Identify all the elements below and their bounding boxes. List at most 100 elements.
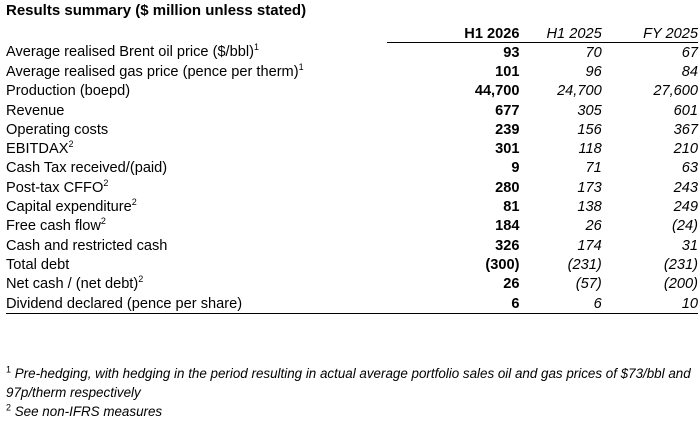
table-row: Cash and restricted cash 326 174 31	[6, 236, 698, 255]
value-h1-2026: 44,700	[474, 83, 520, 100]
value-h1-2025: 156	[577, 121, 602, 138]
footnote-reference: 2	[131, 197, 137, 208]
value-fy-2025: 67	[681, 44, 698, 61]
table-body: Average realised Brent oil price ($/bbl)…	[6, 43, 698, 315]
footnote-reference: 1	[298, 62, 304, 73]
table-title: Results summary ($ million unless stated…	[6, 2, 307, 19]
value-h1-2025: 118	[578, 141, 602, 158]
footnote-2-marker: 2	[6, 402, 12, 413]
value-h1-2026: 81	[503, 199, 520, 216]
row-label: Operating costs	[6, 120, 387, 139]
value-fy-2025: (24)	[672, 218, 698, 235]
row-label-text: EBITDAX	[6, 141, 69, 158]
row-label-text: Dividend declared (pence per share)	[6, 295, 243, 312]
value-h1-2025: 26	[585, 218, 602, 235]
footnote-reference: 1	[253, 42, 259, 53]
value-fy-2025: 243	[673, 179, 698, 196]
footnote-1: 1 Pre-hedging, with hedging in the perio…	[6, 364, 696, 402]
footnote-1-text: Pre-hedging, with hedging in the period …	[6, 366, 691, 400]
table-row: Net cash / (net debt)2 26 (57) (200)	[6, 275, 698, 294]
value-h1-2026: 184	[495, 218, 520, 235]
row-label-text: Free cash flow	[6, 218, 101, 235]
table-row: Cash Tax received/(paid) 9 71 63	[6, 159, 698, 178]
row-label: Net cash / (net debt)2	[6, 275, 387, 294]
value-fy-2025: 367	[673, 121, 698, 138]
footnote-2-text: See non-IFRS measures	[14, 404, 163, 419]
value-h1-2025: 305	[577, 102, 602, 119]
row-label: Cash and restricted cash	[6, 236, 387, 255]
table-row: Free cash flow2 184 26 (24)	[6, 217, 698, 236]
row-label-text: Revenue	[6, 102, 65, 119]
footnote-1-marker: 1	[6, 364, 12, 375]
row-label-text: Operating costs	[6, 121, 109, 138]
row-label: Average realised Brent oil price ($/bbl)…	[6, 43, 387, 63]
table-row: Production (boepd) 44,700 24,700 27,600	[6, 82, 698, 101]
value-h1-2025: 70	[585, 44, 602, 61]
value-h1-2026: 280	[495, 179, 520, 196]
column-header-h1-2025: H1 2025	[519, 22, 602, 43]
row-label: Post-tax CFFO2	[6, 178, 387, 197]
table-header-row: H1 2026 H1 2025 FY 2025	[6, 22, 698, 43]
value-h1-2026: 26	[503, 276, 520, 293]
footnote-reference: 2	[103, 177, 109, 188]
table-row: Post-tax CFFO2 280 173 243	[6, 178, 698, 197]
table-row: Total debt (300) (231) (231)	[6, 255, 698, 274]
value-fy-2025: (231)	[663, 256, 698, 273]
row-label-text: Average realised Brent oil price ($/bbl)	[6, 44, 254, 61]
row-label-text: Total debt	[6, 256, 70, 273]
value-h1-2026: 239	[495, 121, 520, 138]
value-fy-2025: 63	[681, 160, 698, 177]
value-fy-2025: 10	[601, 293, 698, 315]
row-label-text: Net cash / (net debt)	[6, 276, 139, 293]
value-fy-2025: 210	[673, 141, 698, 158]
footnote-reference: 2	[68, 139, 74, 150]
table-row: Average realised Brent oil price ($/bbl)…	[6, 43, 698, 63]
row-label: Average realised gas price (pence per th…	[6, 62, 387, 81]
value-h1-2025: 71	[585, 160, 602, 177]
row-label: Production (boepd)	[6, 82, 387, 101]
row-label-text: Capital expenditure	[6, 199, 132, 216]
table-row: Dividend declared (pence per share) 6 6 10	[6, 293, 698, 315]
table-row: Operating costs 239 156 367	[6, 120, 698, 139]
footnotes: 1 Pre-hedging, with hedging in the perio…	[6, 364, 696, 421]
value-h1-2026: 9	[511, 160, 520, 177]
row-label: Cash Tax received/(paid)	[6, 159, 387, 178]
results-table: H1 2026 H1 2025 FY 2025 Average realised…	[6, 22, 698, 315]
value-h1-2026: 326	[495, 237, 520, 254]
table-row: Revenue 677 305 601	[6, 101, 698, 120]
row-label: Dividend declared (pence per share)	[6, 293, 388, 315]
row-label: Capital expenditure2	[6, 197, 387, 216]
value-fy-2025: 27,600	[653, 83, 698, 100]
value-h1-2025: (57)	[575, 276, 602, 293]
row-label-text: Production (boepd)	[6, 83, 131, 100]
value-h1-2025: 6	[519, 293, 602, 315]
row-label: Revenue	[6, 101, 387, 120]
value-h1-2025: 173	[577, 179, 602, 196]
value-h1-2026: 93	[503, 44, 520, 61]
value-h1-2026: 301	[495, 141, 520, 158]
row-label: Total debt	[6, 255, 387, 274]
row-label-text: Cash Tax received/(paid)	[6, 160, 168, 177]
row-label: Free cash flow2	[6, 217, 387, 236]
value-h1-2025: (231)	[567, 256, 602, 273]
value-h1-2025: 138	[577, 199, 602, 216]
column-header-fy-2025: FY 2025	[601, 22, 698, 43]
value-fy-2025: 249	[673, 199, 698, 216]
value-fy-2025: 601	[673, 102, 698, 119]
value-h1-2026: (300)	[485, 256, 520, 273]
footnote-2: 2 See non-IFRS measures	[6, 402, 696, 421]
value-h1-2026: 677	[495, 102, 520, 119]
table-row: EBITDAX2 301 118 210	[6, 139, 698, 158]
column-header-label	[6, 22, 387, 43]
footnote-reference: 2	[138, 274, 144, 285]
table-row: Capital expenditure2 81 138 249	[6, 197, 698, 216]
value-fy-2025: 84	[681, 63, 698, 80]
value-fy-2025: (200)	[663, 276, 698, 293]
value-h1-2025: 24,700	[557, 83, 602, 100]
row-label-text: Average realised gas price (pence per th…	[6, 63, 299, 80]
row-label: EBITDAX2	[6, 139, 387, 158]
row-label-text: Post-tax CFFO	[6, 179, 104, 196]
value-fy-2025: 31	[681, 237, 698, 254]
value-h1-2026: 6	[387, 293, 520, 315]
